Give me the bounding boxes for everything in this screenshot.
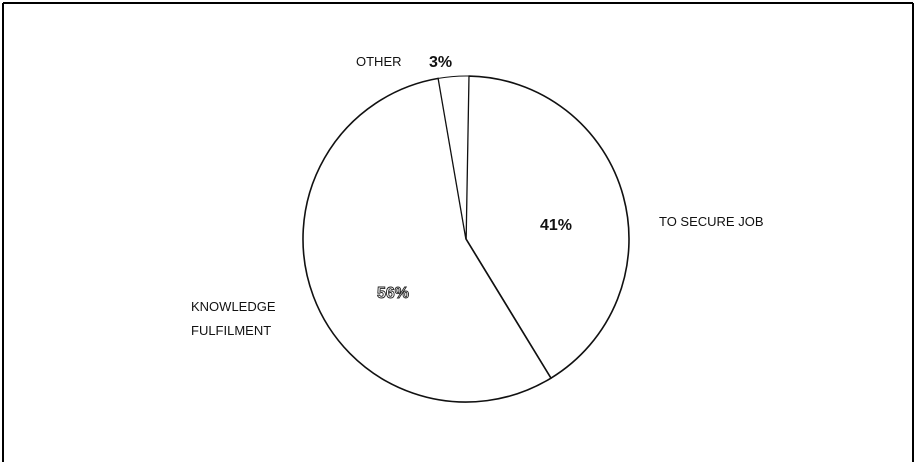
value-label-other: 3% (429, 54, 452, 71)
slice-label-to-secure-job: TO SECURE JOB (659, 214, 764, 229)
pie-slice-other (437, 75, 470, 240)
value-label-knowledge-fulfilment: 56% (377, 285, 409, 302)
slice-label-other: OTHER (356, 54, 402, 69)
pie-slices (302, 75, 630, 403)
slice-label-knowledge-fulfilment: KNOWLEDGE FULFILMENT (191, 299, 276, 338)
pie-slice-knowledge-fulfilment (302, 77, 552, 403)
pie-slice-to-secure-job (465, 75, 630, 379)
value-label-to-secure-job: 41% (540, 217, 572, 234)
